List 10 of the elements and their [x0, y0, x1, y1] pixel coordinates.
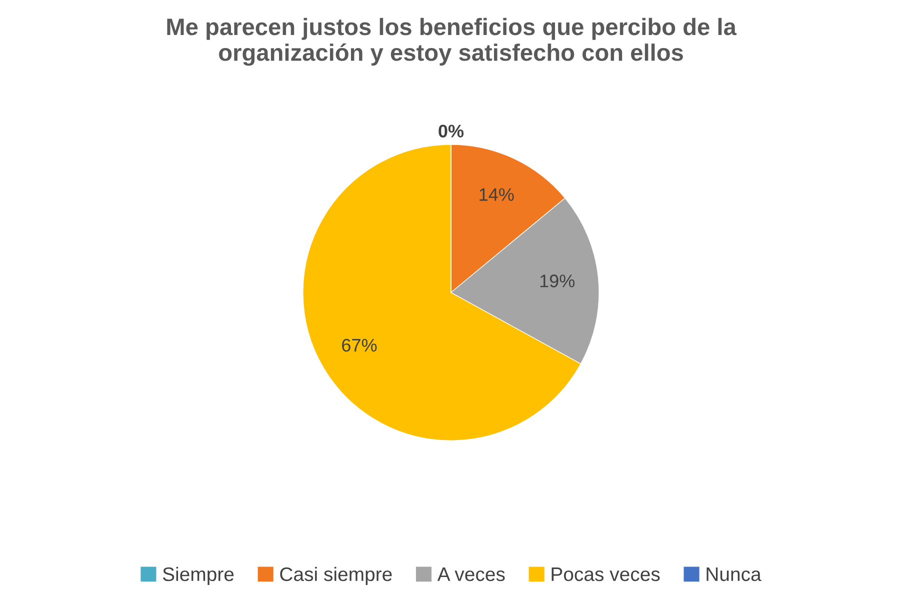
data-label: 14%: [480, 188, 514, 201]
data-label: 67%: [342, 338, 377, 352]
legend-label: Casi siempre: [280, 566, 392, 585]
legend-label: Siempre: [162, 566, 234, 585]
legend-label: Pocas veces: [552, 568, 660, 582]
legend-label: Nunca: [706, 568, 762, 582]
data-label: 19%: [540, 274, 575, 288]
legend-label: A veces: [437, 568, 505, 582]
text: 0%: [438, 124, 464, 138]
chart-title: Me parecen justos los beneficios que percibo de la organización y estoy satisfecho con ellos: [167, 18, 737, 66]
